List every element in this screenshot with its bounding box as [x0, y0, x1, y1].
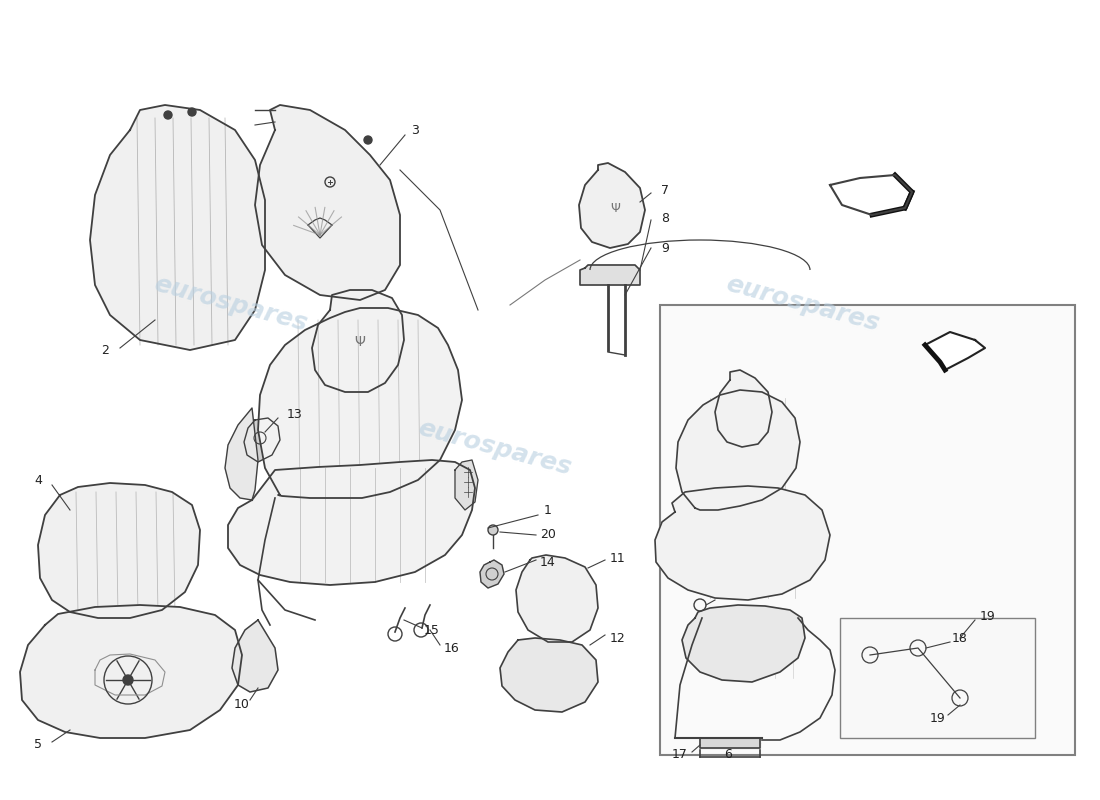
Circle shape: [123, 675, 133, 685]
Text: 7: 7: [661, 183, 669, 197]
FancyBboxPatch shape: [660, 305, 1075, 755]
Text: 16: 16: [444, 642, 460, 654]
Text: 19: 19: [980, 610, 996, 622]
Polygon shape: [232, 620, 278, 692]
Circle shape: [364, 136, 372, 144]
Polygon shape: [226, 408, 258, 500]
Polygon shape: [500, 638, 598, 712]
Text: 14: 14: [540, 555, 556, 569]
Text: 8: 8: [661, 211, 669, 225]
Polygon shape: [480, 560, 504, 588]
Text: Ψ: Ψ: [354, 335, 365, 349]
Text: 10: 10: [234, 698, 250, 711]
Text: 15: 15: [425, 623, 440, 637]
Text: 18: 18: [953, 631, 968, 645]
Polygon shape: [39, 483, 200, 618]
Polygon shape: [255, 105, 400, 300]
Polygon shape: [700, 738, 760, 748]
Text: 1: 1: [544, 503, 552, 517]
Text: 3: 3: [411, 123, 419, 137]
Circle shape: [188, 108, 196, 116]
Polygon shape: [516, 555, 598, 642]
Polygon shape: [228, 460, 475, 585]
Text: 2: 2: [101, 343, 109, 357]
Polygon shape: [715, 370, 772, 447]
Polygon shape: [654, 486, 830, 600]
Polygon shape: [312, 290, 404, 392]
Polygon shape: [455, 460, 478, 510]
Text: eurospares: eurospares: [152, 272, 310, 336]
Text: eurospares: eurospares: [416, 416, 574, 480]
Polygon shape: [682, 605, 805, 682]
Polygon shape: [258, 308, 462, 498]
Text: 12: 12: [610, 631, 626, 645]
Polygon shape: [925, 332, 985, 370]
Text: 6: 6: [724, 749, 732, 762]
Circle shape: [488, 525, 498, 535]
Polygon shape: [20, 605, 242, 738]
FancyBboxPatch shape: [595, 269, 627, 281]
FancyBboxPatch shape: [840, 618, 1035, 738]
Polygon shape: [676, 390, 800, 510]
Polygon shape: [579, 163, 645, 248]
Text: 11: 11: [610, 551, 626, 565]
Text: 9: 9: [661, 242, 669, 254]
Text: Ψ: Ψ: [610, 202, 620, 214]
Polygon shape: [90, 105, 265, 350]
Text: 5: 5: [34, 738, 42, 751]
Text: 13: 13: [287, 409, 303, 422]
Text: eurospares: eurospares: [724, 272, 882, 336]
Polygon shape: [830, 175, 912, 215]
Polygon shape: [580, 265, 640, 285]
Text: 20: 20: [540, 529, 556, 542]
Text: 17: 17: [672, 749, 688, 762]
Text: 19: 19: [931, 711, 946, 725]
Circle shape: [164, 111, 172, 119]
Polygon shape: [244, 418, 280, 462]
Text: 4: 4: [34, 474, 42, 486]
